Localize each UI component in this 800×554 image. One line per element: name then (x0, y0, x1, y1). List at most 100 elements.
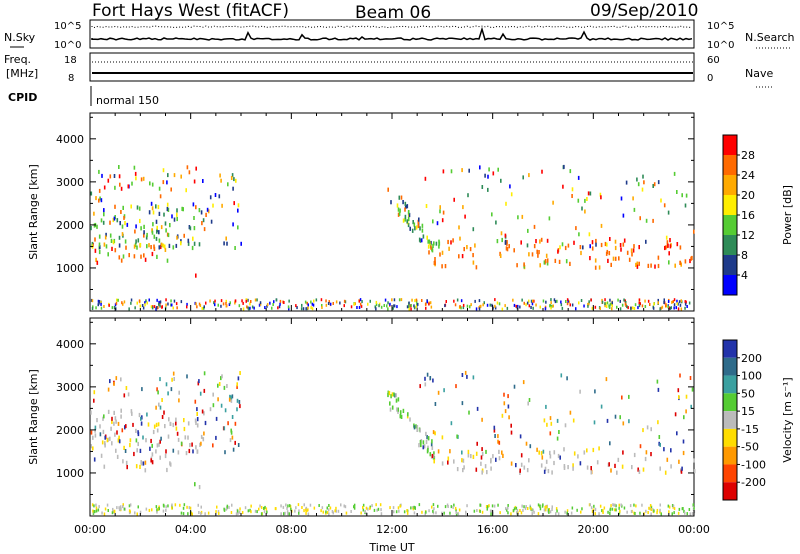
ground-scatter-cell (634, 303, 637, 307)
echo-cell (226, 241, 228, 246)
echo-cell (540, 451, 543, 456)
ground-scatter-cell (95, 306, 97, 310)
ground-scatter-cell (413, 505, 415, 509)
ground-scatter-cell (118, 506, 120, 510)
ground-scatter-cell (213, 301, 215, 305)
echo-cell (572, 466, 574, 471)
echo-cell (96, 224, 98, 229)
echo-cell (412, 220, 414, 225)
echo-cell (212, 203, 214, 208)
echo-cell (678, 395, 680, 400)
echo-cell (187, 435, 189, 440)
echo-cell (230, 430, 233, 435)
ground-scatter-cell (656, 511, 658, 515)
echo-cell (684, 259, 687, 264)
ground-scatter-cell (151, 508, 153, 512)
echo-cell (107, 178, 110, 183)
echo-cell (441, 250, 444, 255)
ground-scatter-cell (615, 504, 617, 508)
ground-scatter-cell (493, 504, 496, 508)
echo-cell (595, 242, 597, 247)
echo-cell (479, 165, 481, 170)
echo-cell (196, 423, 199, 428)
echo-cell (628, 394, 630, 399)
echo-cell (652, 218, 654, 223)
ground-scatter-cell (532, 508, 534, 512)
echo-cell (218, 382, 221, 386)
ground-scatter-cell (512, 509, 515, 513)
echo-cell (433, 459, 435, 464)
echo-cell (210, 219, 213, 224)
echo-cell (402, 200, 404, 205)
ground-scatter-cell (197, 503, 199, 507)
ground-scatter-cell (321, 506, 324, 510)
echo-cell (417, 219, 420, 224)
echo-cell (418, 217, 420, 222)
ground-scatter-cell (392, 306, 394, 310)
echo-cell (462, 205, 464, 210)
echo-cell (195, 273, 197, 278)
ground-scatter-cell (460, 299, 463, 303)
echo-cell (133, 244, 136, 249)
ground-scatter-cell (415, 298, 418, 302)
echo-cell (111, 441, 113, 446)
echo-cell (464, 370, 467, 375)
echo-cell (94, 237, 96, 242)
echo-cell (200, 210, 203, 215)
ground-scatter-cell (580, 510, 582, 514)
ground-scatter-cell (672, 300, 674, 303)
echo-cell (149, 446, 151, 451)
echo-cell (432, 378, 434, 383)
echo-cell (395, 393, 397, 398)
ground-scatter-cell (544, 307, 547, 311)
ground-scatter-cell (571, 506, 574, 510)
echo-cell (221, 203, 223, 208)
echo-cell (682, 450, 685, 456)
echo-cell (430, 240, 432, 246)
echo-cell (563, 447, 565, 452)
echo-cell (633, 207, 636, 212)
echo-cell (407, 216, 410, 222)
echo-cell (220, 178, 222, 183)
ground-scatter-cell (375, 503, 377, 507)
ground-scatter-cell (392, 506, 395, 510)
ground-scatter-cell (453, 503, 455, 507)
ground-scatter-cell (677, 307, 680, 311)
ground-scatter-cell (650, 512, 652, 516)
nsky-label: N.Sky (4, 31, 36, 44)
ground-scatter-cell (549, 304, 551, 308)
echo-cell (563, 464, 566, 469)
ground-scatter-cell (550, 298, 552, 302)
echo-cell (519, 434, 522, 439)
echo-cell (198, 379, 200, 384)
echo-cell (434, 257, 436, 262)
echo-cell (135, 239, 137, 244)
echo-cell (425, 204, 428, 208)
echo-cell (442, 169, 445, 174)
ground-scatter-cell (120, 507, 122, 511)
colorbar-swatch (723, 275, 737, 295)
ground-scatter-cell (156, 298, 158, 302)
echo-cell (691, 387, 694, 392)
ground-scatter-cell (615, 508, 617, 512)
echo-cell (513, 248, 515, 253)
echo-cell (434, 260, 436, 265)
ground-scatter-cell (400, 298, 403, 302)
echo-cell (107, 252, 109, 257)
echo-cell (464, 214, 466, 219)
ground-scatter-cell (656, 508, 659, 512)
ground-scatter-cell (515, 506, 518, 510)
ground-scatter-cell (91, 307, 94, 310)
echo-cell (225, 236, 227, 241)
echo-cell (404, 201, 407, 206)
ground-scatter-cell (545, 300, 547, 304)
echo-cell (625, 180, 628, 185)
echo-cell (423, 444, 426, 449)
echo-cell (138, 206, 141, 211)
echo-cell (189, 443, 191, 448)
echo-cell (622, 450, 624, 455)
echo-cell (199, 391, 202, 396)
echo-cell (486, 470, 488, 475)
echo-cell (605, 377, 608, 382)
